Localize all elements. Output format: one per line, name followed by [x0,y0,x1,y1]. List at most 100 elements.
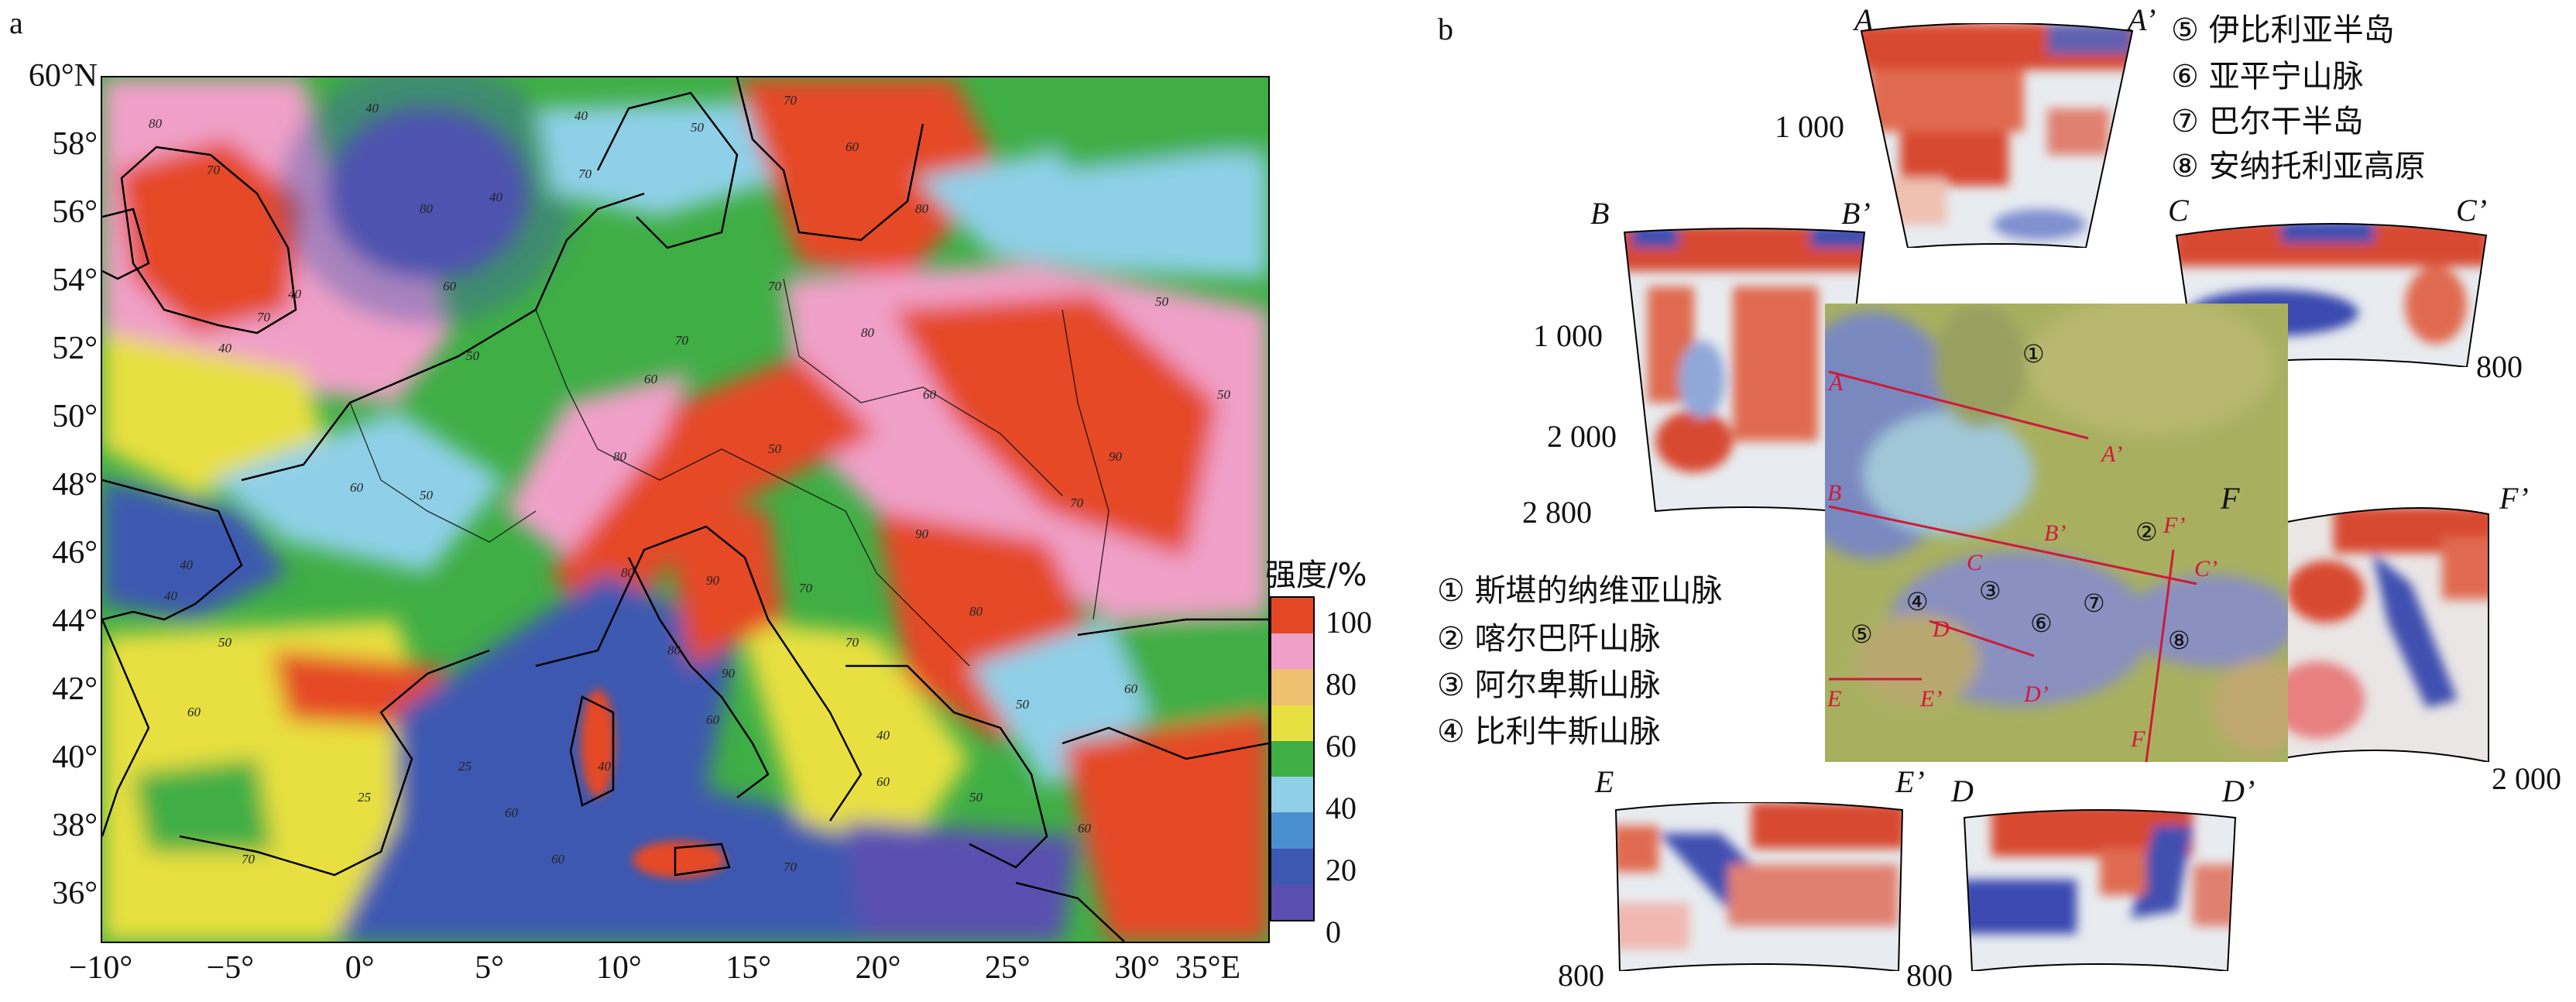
depth-D-800: 800 [1906,958,1953,993]
contour-label: 90 [722,666,735,681]
lat-tick-label: 40° [52,739,98,775]
depth-B-1000: 1 000 [1533,318,1603,353]
contour-label: 50 [1217,387,1230,402]
label-B-prime: B’ [1841,196,1871,231]
legend-swatch-20 [1271,848,1313,884]
depth-A-1000: 1 000 [1775,109,1844,144]
contour-label: 70 [242,852,255,866]
map-label-C: C [1967,550,1983,575]
legend-swatch-0 [1271,884,1313,920]
contour-label: 80 [969,604,983,619]
mountain-2: ② 喀尔巴阡山脉 [1437,621,1661,657]
legend-value: 20 [1326,853,1357,887]
legend-swatch-70 [1271,669,1313,705]
region-6: ⑥ 亚平宁山脉 [2171,59,2364,94]
lat-tick-label: 50° [52,399,98,434]
legend-colorbar [1270,596,1315,921]
contour-label: 60 [443,279,456,293]
contour-label: 40 [180,558,193,572]
contour-label: 90 [706,573,719,588]
contour-label: 25 [458,759,472,774]
relief-map [1825,304,2288,762]
contour-label: 40 [489,190,503,204]
lon-tick-label: 10° [595,950,642,986]
legend-title: 强度/% [1265,558,1367,593]
contour-label: 70 [784,860,797,874]
region-8: ⑧ 安纳托利亚高原 [2171,149,2426,184]
legend-swatch-50 [1271,740,1313,777]
contour-label: 80 [915,201,928,216]
contour-label: 60 [551,852,564,866]
lon-tick-label: 30° [1114,950,1161,986]
contour-label: 80 [861,325,874,340]
depth-B-2800: 2 800 [1522,495,1592,530]
depth-F-2000: 2 000 [2492,761,2561,796]
lon-tick-label: 35°E [1175,950,1241,986]
contour-label: 60 [923,387,936,402]
panel-a-label: a [9,5,23,40]
label-B: B [1590,196,1610,231]
legend-value: 40 [1326,791,1357,825]
contour-label: 80 [621,565,634,580]
legend-value: 100 [1326,605,1372,640]
map-label-E: E [1827,686,1842,712]
contour-label: 50 [466,348,479,363]
contour-label: 80 [667,643,681,657]
contour-label: 80 [420,201,433,216]
contour-label: 90 [915,527,928,541]
contour-label: 50 [691,120,704,135]
intensity-field [102,77,1268,942]
lat-tick-label: 52° [52,331,98,366]
section-F [2262,507,2489,762]
contour-label: 50 [420,488,433,503]
map-num-8: ⑧ [2168,626,2190,654]
contour-label: 90 [1109,449,1122,464]
map-label-A-prime: A’ [2101,441,2123,467]
lat-tick-label: 46° [52,535,98,571]
map-num-6: ⑥ [2030,609,2053,637]
map-num-7: ⑦ [2083,589,2105,617]
map-label-F: F [2131,726,2146,752]
contour-label: 70 [675,333,688,348]
contour-label: 70 [768,279,781,293]
map-num-4: ④ [1906,588,1929,616]
map-num-1: ① [2022,340,2045,368]
region-7: ⑦ 巴尔干半岛 [2171,104,2364,139]
label-A: A [1854,2,1874,37]
legend-swatch-60 [1271,705,1313,741]
contour-label: 70 [578,166,592,181]
depth-E-800: 800 [1558,958,1604,993]
map-num-3: ③ [1979,577,2001,605]
mountain-1: ① 斯堪的纳维亚山脉 [1437,573,1723,609]
contour-label: 70 [1070,496,1083,510]
map-label-E-prime: E’ [1920,686,1943,712]
contour-label: 40 [218,341,232,355]
mountain-3: ③ 阿尔卑斯山脉 [1437,667,1661,703]
lon-tick-label: 5° [475,950,504,986]
map-label-C-prime: C’ [2194,556,2218,582]
lon-tick-label: −5° [206,950,255,986]
contour-label: 60 [350,480,363,495]
contour-label: 60 [1078,821,1091,836]
lon-tick-label: 15° [725,950,772,986]
label-D-prime: D’ [2222,774,2255,808]
lat-tick-label: 60°N [28,58,98,94]
map-num-2: ② [2135,518,2158,546]
contour-label: 50 [218,635,232,650]
label-C-prime: C’ [2456,193,2487,228]
legend-value: 0 [1326,914,1341,949]
lat-tick-label: 38° [52,808,98,843]
lat-tick-label: 54° [52,263,98,298]
contour-label: 40 [164,589,177,603]
contour-label: 60 [644,372,657,386]
contour-label: 60 [505,805,518,820]
contour-label: 25 [358,790,371,805]
lat-tick-label: 48° [52,467,98,503]
contour-label: 50 [1016,697,1029,712]
label-F: F [2221,481,2240,516]
map-label-B: B [1827,480,1842,506]
contour-label: 60 [706,712,719,727]
contour-label: 40 [365,101,379,115]
map-label-D: D [1933,616,1950,642]
label-C: C [2168,193,2189,228]
